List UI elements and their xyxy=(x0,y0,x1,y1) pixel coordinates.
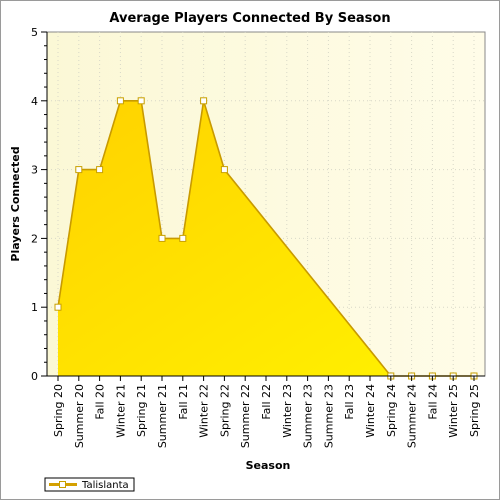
x-tick-label: Winter 24 xyxy=(364,384,377,438)
x-tick-label: Spring 22 xyxy=(218,384,231,437)
x-tick-label: Summer 24 xyxy=(406,384,419,448)
x-tick-label: Summer 22 xyxy=(239,384,252,448)
x-tick-label: Winter 22 xyxy=(198,384,211,438)
data-point-marker xyxy=(200,97,208,105)
x-tick-label: Summer 21 xyxy=(156,384,169,448)
x-axis-label: Season xyxy=(246,459,291,472)
x-tick-label: Summer 23 xyxy=(322,384,335,448)
y-axis-label: Players Connected xyxy=(9,146,22,261)
x-tick-label: Fall 23 xyxy=(343,384,356,420)
x-tick-label: Winter 21 xyxy=(114,384,127,438)
x-tick-label: Fall 24 xyxy=(426,384,439,420)
x-tick-label: Winter 23 xyxy=(281,384,294,438)
x-tick-label: Spring 21 xyxy=(135,384,148,437)
x-tick-label: Summer 23 xyxy=(302,384,315,448)
legend-swatch-marker xyxy=(59,481,66,488)
data-point-marker xyxy=(54,303,62,311)
x-tick-label: Spring 24 xyxy=(385,384,398,437)
data-point-marker xyxy=(220,166,228,174)
series-area xyxy=(58,100,474,377)
y-tick-label: 5 xyxy=(31,26,38,39)
y-tick-label: 1 xyxy=(31,301,38,314)
y-tick-label: 2 xyxy=(31,232,38,245)
x-axis-ticks: Spring 20 Summer 20 Fall 20 Winter 21 Spring… xyxy=(52,376,481,448)
data-point-marker xyxy=(116,97,124,105)
legend-box xyxy=(44,477,135,492)
x-tick-label: Fall 20 xyxy=(94,384,107,420)
x-tick-label: Fall 22 xyxy=(260,384,273,420)
data-point-marker xyxy=(158,234,166,242)
x-tick-label: Fall 21 xyxy=(177,384,190,420)
x-tick-label: Summer 20 xyxy=(73,384,86,448)
data-point-marker xyxy=(137,97,145,105)
y-axis-ticks: 0 1 2 3 4 5 xyxy=(31,26,47,383)
y-tick-label: 3 xyxy=(31,164,38,177)
data-point-marker xyxy=(75,166,83,174)
legend-series-name: Talislanta xyxy=(81,480,129,491)
y-tick-label: 0 xyxy=(31,370,38,383)
data-point-marker xyxy=(96,166,104,174)
legend: Talislanta xyxy=(44,477,135,492)
x-tick-label: Winter 25 xyxy=(447,384,460,438)
y-tick-label: 4 xyxy=(31,95,38,108)
data-point-marker xyxy=(179,234,187,242)
chart-title: Average Players Connected By Season xyxy=(109,11,390,26)
x-tick-label: Spring 20 xyxy=(52,384,65,437)
x-tick-label: Spring 25 xyxy=(468,384,481,437)
